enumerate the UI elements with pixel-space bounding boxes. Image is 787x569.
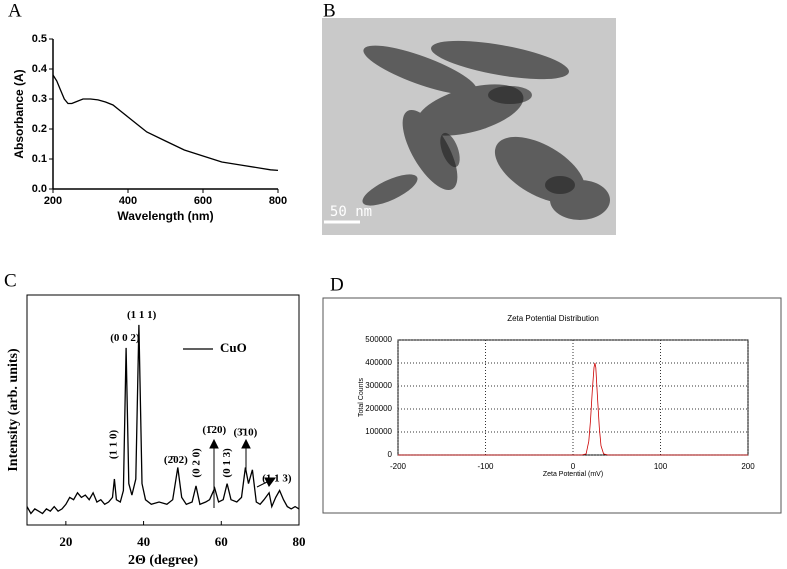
- y-axis-label: Intensity (arb. units): [6, 348, 21, 472]
- y-tick-label: 500000: [365, 335, 392, 344]
- panel-label: B: [323, 0, 336, 21]
- y-tick-label: 100000: [365, 427, 392, 436]
- scale-bar-label: 50 nm: [330, 204, 372, 220]
- x-axis-label: Zeta Potential (mV): [543, 471, 603, 478]
- x-tick-label: 400: [119, 195, 137, 207]
- y-tick-label: 0.5: [32, 33, 47, 45]
- peak-label: (3̄10): [233, 427, 257, 439]
- x-axis-label: 2Θ (degree): [128, 553, 198, 568]
- x-tick-label: 200: [44, 195, 62, 207]
- data-line: [26, 324, 300, 515]
- data-line: [52, 74, 279, 172]
- chart-title: Zeta Potential Distribution: [507, 314, 599, 323]
- peak-label: (0 1 3): [221, 448, 233, 478]
- x-tick-label: 100: [654, 462, 668, 471]
- peak-label: (1 1 3): [262, 473, 292, 485]
- peak-label: (1 1 1): [127, 309, 157, 321]
- y-tick-label: 400000: [365, 358, 392, 367]
- x-axis-label: Wavelength (nm): [117, 209, 213, 223]
- x-tick-label: 200: [741, 462, 755, 471]
- x-tick-label: 0: [571, 462, 576, 471]
- y-axis-label: Absorbance (A): [12, 69, 26, 158]
- arrows: [209, 438, 276, 508]
- x-tick-label: 60: [215, 534, 228, 549]
- x-tick-label: -100: [477, 462, 494, 471]
- panel-label: A: [8, 0, 22, 21]
- x-tick-label: 800: [269, 195, 287, 207]
- y-tick-label: 0.1: [32, 153, 47, 165]
- peak-label: (2̄02): [164, 454, 188, 466]
- legend-label: CuO: [220, 340, 247, 355]
- x-tick-label: 40: [137, 534, 150, 549]
- peak-label: (1 1 0): [108, 430, 120, 460]
- data-line: [398, 362, 748, 456]
- plot-frame: [26, 294, 300, 526]
- y-tick-label: 0.2: [32, 123, 47, 135]
- y-tick-label: 200000: [365, 404, 392, 413]
- panel-frame: [322, 297, 782, 514]
- y-tick-label: 0: [388, 450, 393, 459]
- peak-label: (0 2 0): [190, 448, 202, 478]
- y-tick-label: 0.0: [32, 183, 47, 195]
- panel-label: D: [330, 274, 344, 295]
- y-tick-label: 300000: [365, 381, 392, 390]
- x-tick-label: 600: [194, 195, 212, 207]
- y-axis-label: Total Counts: [358, 378, 365, 417]
- panel-label: C: [4, 270, 17, 291]
- peak-label: (0 0 2): [110, 332, 140, 344]
- x-tick-label: 20: [59, 534, 72, 549]
- tem-image: [322, 18, 616, 235]
- y-tick-label: 0.3: [32, 93, 47, 105]
- x-tick-label: 80: [293, 534, 306, 549]
- y-tick-label: 0.4: [32, 63, 48, 75]
- peak-label: (1̄20): [202, 424, 226, 436]
- x-tick-label: -200: [390, 462, 407, 471]
